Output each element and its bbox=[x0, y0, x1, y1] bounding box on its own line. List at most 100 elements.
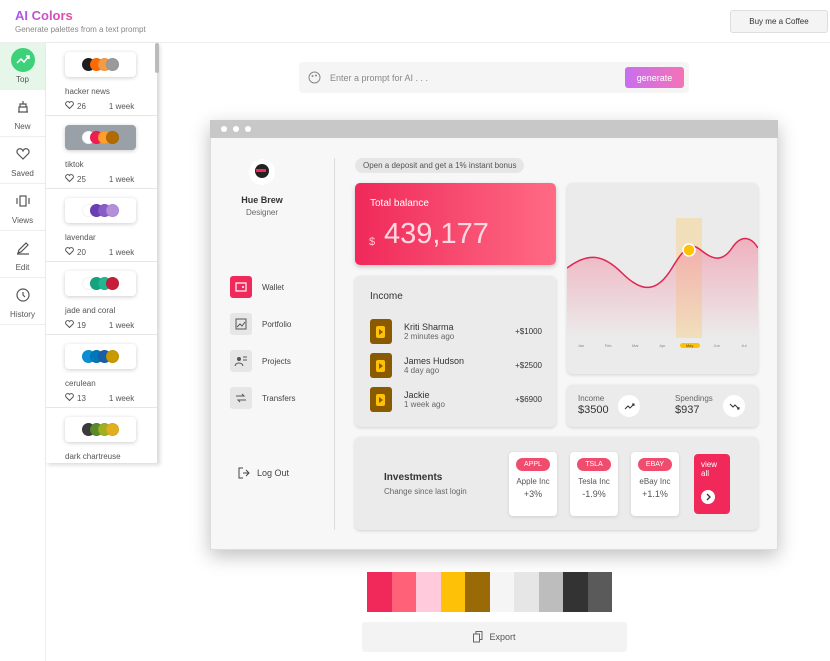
palette-color[interactable] bbox=[514, 572, 539, 612]
nav-icon bbox=[11, 142, 35, 166]
age: 1 week bbox=[108, 393, 135, 403]
palette-item[interactable]: tiktok 25 1 week bbox=[46, 116, 157, 189]
likes: 13 bbox=[77, 393, 86, 403]
palette-item[interactable]: lavendar 20 1 week bbox=[46, 189, 157, 262]
investments-title: Investments bbox=[384, 472, 443, 483]
scrollbar[interactable] bbox=[155, 43, 159, 73]
palette-meta: 26 1 week bbox=[65, 101, 157, 111]
palette-color[interactable] bbox=[416, 572, 441, 612]
nav-item[interactable]: Edit bbox=[0, 231, 45, 278]
palette-swatch bbox=[65, 52, 136, 77]
swatch-dot bbox=[106, 204, 119, 217]
stock-name: Tesla Inc bbox=[578, 477, 610, 486]
palette-item[interactable]: dark chartreuse111 week bbox=[46, 408, 157, 463]
month-label: Apr bbox=[659, 343, 666, 348]
transaction-amount: +$2500 bbox=[515, 361, 542, 370]
export-button[interactable]: Export bbox=[362, 622, 627, 652]
likes: 25 bbox=[77, 174, 86, 184]
stock-card: EBAY eBay Inc +1.1% bbox=[631, 452, 679, 516]
swatch-dot bbox=[106, 350, 119, 363]
menu-item[interactable]: Transfers bbox=[230, 387, 296, 409]
nav-label: History bbox=[10, 310, 35, 319]
menu-item[interactable]: Wallet bbox=[230, 276, 284, 298]
menu-icon bbox=[230, 313, 252, 335]
transaction-info: Jackie 1 week ago bbox=[404, 390, 515, 409]
transaction-name: Jackie bbox=[404, 390, 430, 400]
palette-item[interactable]: jade and coral 19 1 week bbox=[46, 262, 157, 335]
nav-item[interactable]: Saved bbox=[0, 137, 45, 184]
logout[interactable]: Log Out bbox=[257, 468, 290, 478]
palette-color[interactable] bbox=[538, 572, 563, 612]
palette-color[interactable] bbox=[587, 572, 612, 612]
transaction-info: Kriti Sharma 2 minutes ago bbox=[404, 322, 515, 341]
transaction-amount: +$1000 bbox=[515, 327, 542, 336]
app-title: AI Colors bbox=[15, 8, 73, 23]
avatar bbox=[249, 159, 275, 185]
palette-name: dark chartreuse bbox=[65, 452, 121, 461]
stock-card: APPL Apple Inc +3% bbox=[509, 452, 557, 516]
palette-color[interactable] bbox=[563, 572, 588, 612]
transaction-time: 1 week ago bbox=[404, 400, 445, 409]
menu-item[interactable]: Portfolio bbox=[230, 313, 291, 335]
transaction-icon bbox=[370, 353, 392, 378]
palette-color[interactable] bbox=[367, 572, 392, 612]
palette-color[interactable] bbox=[391, 572, 416, 612]
age: 1 week bbox=[108, 247, 135, 257]
nav-icon bbox=[11, 95, 35, 119]
nav-item[interactable]: Top bbox=[0, 43, 45, 90]
month-label: Jul bbox=[741, 343, 747, 348]
nav-label: Views bbox=[11, 216, 34, 225]
palette-icon bbox=[308, 71, 321, 84]
sidebar-divider bbox=[334, 158, 335, 530]
stat-icon bbox=[723, 395, 745, 417]
transaction-icon bbox=[370, 319, 392, 344]
generate-button[interactable]: generate bbox=[625, 67, 684, 88]
palette-item[interactable]: cerulean 13 1 week bbox=[46, 335, 157, 408]
profile-name: Hue Brew bbox=[241, 195, 283, 205]
likes: 26 bbox=[77, 101, 86, 111]
palette-name: jade and coral bbox=[65, 306, 116, 315]
stock-change: +1.1% bbox=[642, 489, 668, 499]
palette-color[interactable] bbox=[489, 572, 514, 612]
export-label: Export bbox=[489, 632, 516, 642]
chart-card bbox=[567, 183, 758, 374]
transaction-icon bbox=[370, 387, 392, 412]
nav-label: Saved bbox=[11, 169, 34, 178]
view-all-button[interactable] bbox=[694, 454, 730, 514]
wave-chart bbox=[567, 218, 758, 338]
nav-item[interactable]: History bbox=[0, 278, 45, 325]
logout-icon bbox=[238, 467, 250, 479]
palette-list: hacker news 26 1 week tiktok 25 1 week lavenda… bbox=[46, 43, 158, 463]
investments-subtitle: Change since last login bbox=[384, 487, 467, 496]
menu-item[interactable]: Projects bbox=[230, 350, 291, 372]
likes: 20 bbox=[77, 247, 86, 257]
swatch-dot bbox=[106, 423, 119, 436]
view-all[interactable]: view all bbox=[701, 460, 718, 478]
palette-item[interactable]: hacker news 26 1 week bbox=[46, 43, 157, 116]
month-label: Feb bbox=[604, 343, 612, 348]
prompt-placeholder[interactable]: Enter a prompt for AI . . . bbox=[330, 73, 429, 83]
menu-label: Projects bbox=[262, 356, 291, 366]
balance-currency: $ bbox=[369, 236, 376, 248]
prompt-bar[interactable] bbox=[299, 62, 689, 93]
like-icon[interactable] bbox=[65, 174, 74, 184]
palette-name: hacker news bbox=[65, 87, 110, 96]
month-label: Jun bbox=[713, 343, 720, 348]
palette-swatch bbox=[65, 344, 136, 369]
swatch-dot bbox=[106, 277, 119, 290]
palette-swatch bbox=[65, 417, 136, 442]
like-icon[interactable] bbox=[65, 393, 74, 403]
side-nav: Top New Saved Views Edit History bbox=[0, 43, 46, 661]
like-icon[interactable] bbox=[65, 101, 74, 111]
nav-item[interactable]: New bbox=[0, 90, 45, 137]
stocks: APPL Apple Inc +3% TSLA Tesla Inc -1.9% EBAY eB… bbox=[509, 452, 679, 516]
coffee-button[interactable]: Buy me a Coffee bbox=[730, 10, 828, 33]
like-icon[interactable] bbox=[65, 247, 74, 257]
view-all-arrow bbox=[701, 490, 715, 504]
palette-color[interactable] bbox=[440, 572, 465, 612]
header-divider bbox=[0, 42, 830, 43]
like-icon[interactable] bbox=[65, 320, 74, 330]
nav-item[interactable]: Views bbox=[0, 184, 45, 231]
palette-color[interactable] bbox=[465, 572, 490, 612]
age: 1 week bbox=[108, 320, 135, 330]
